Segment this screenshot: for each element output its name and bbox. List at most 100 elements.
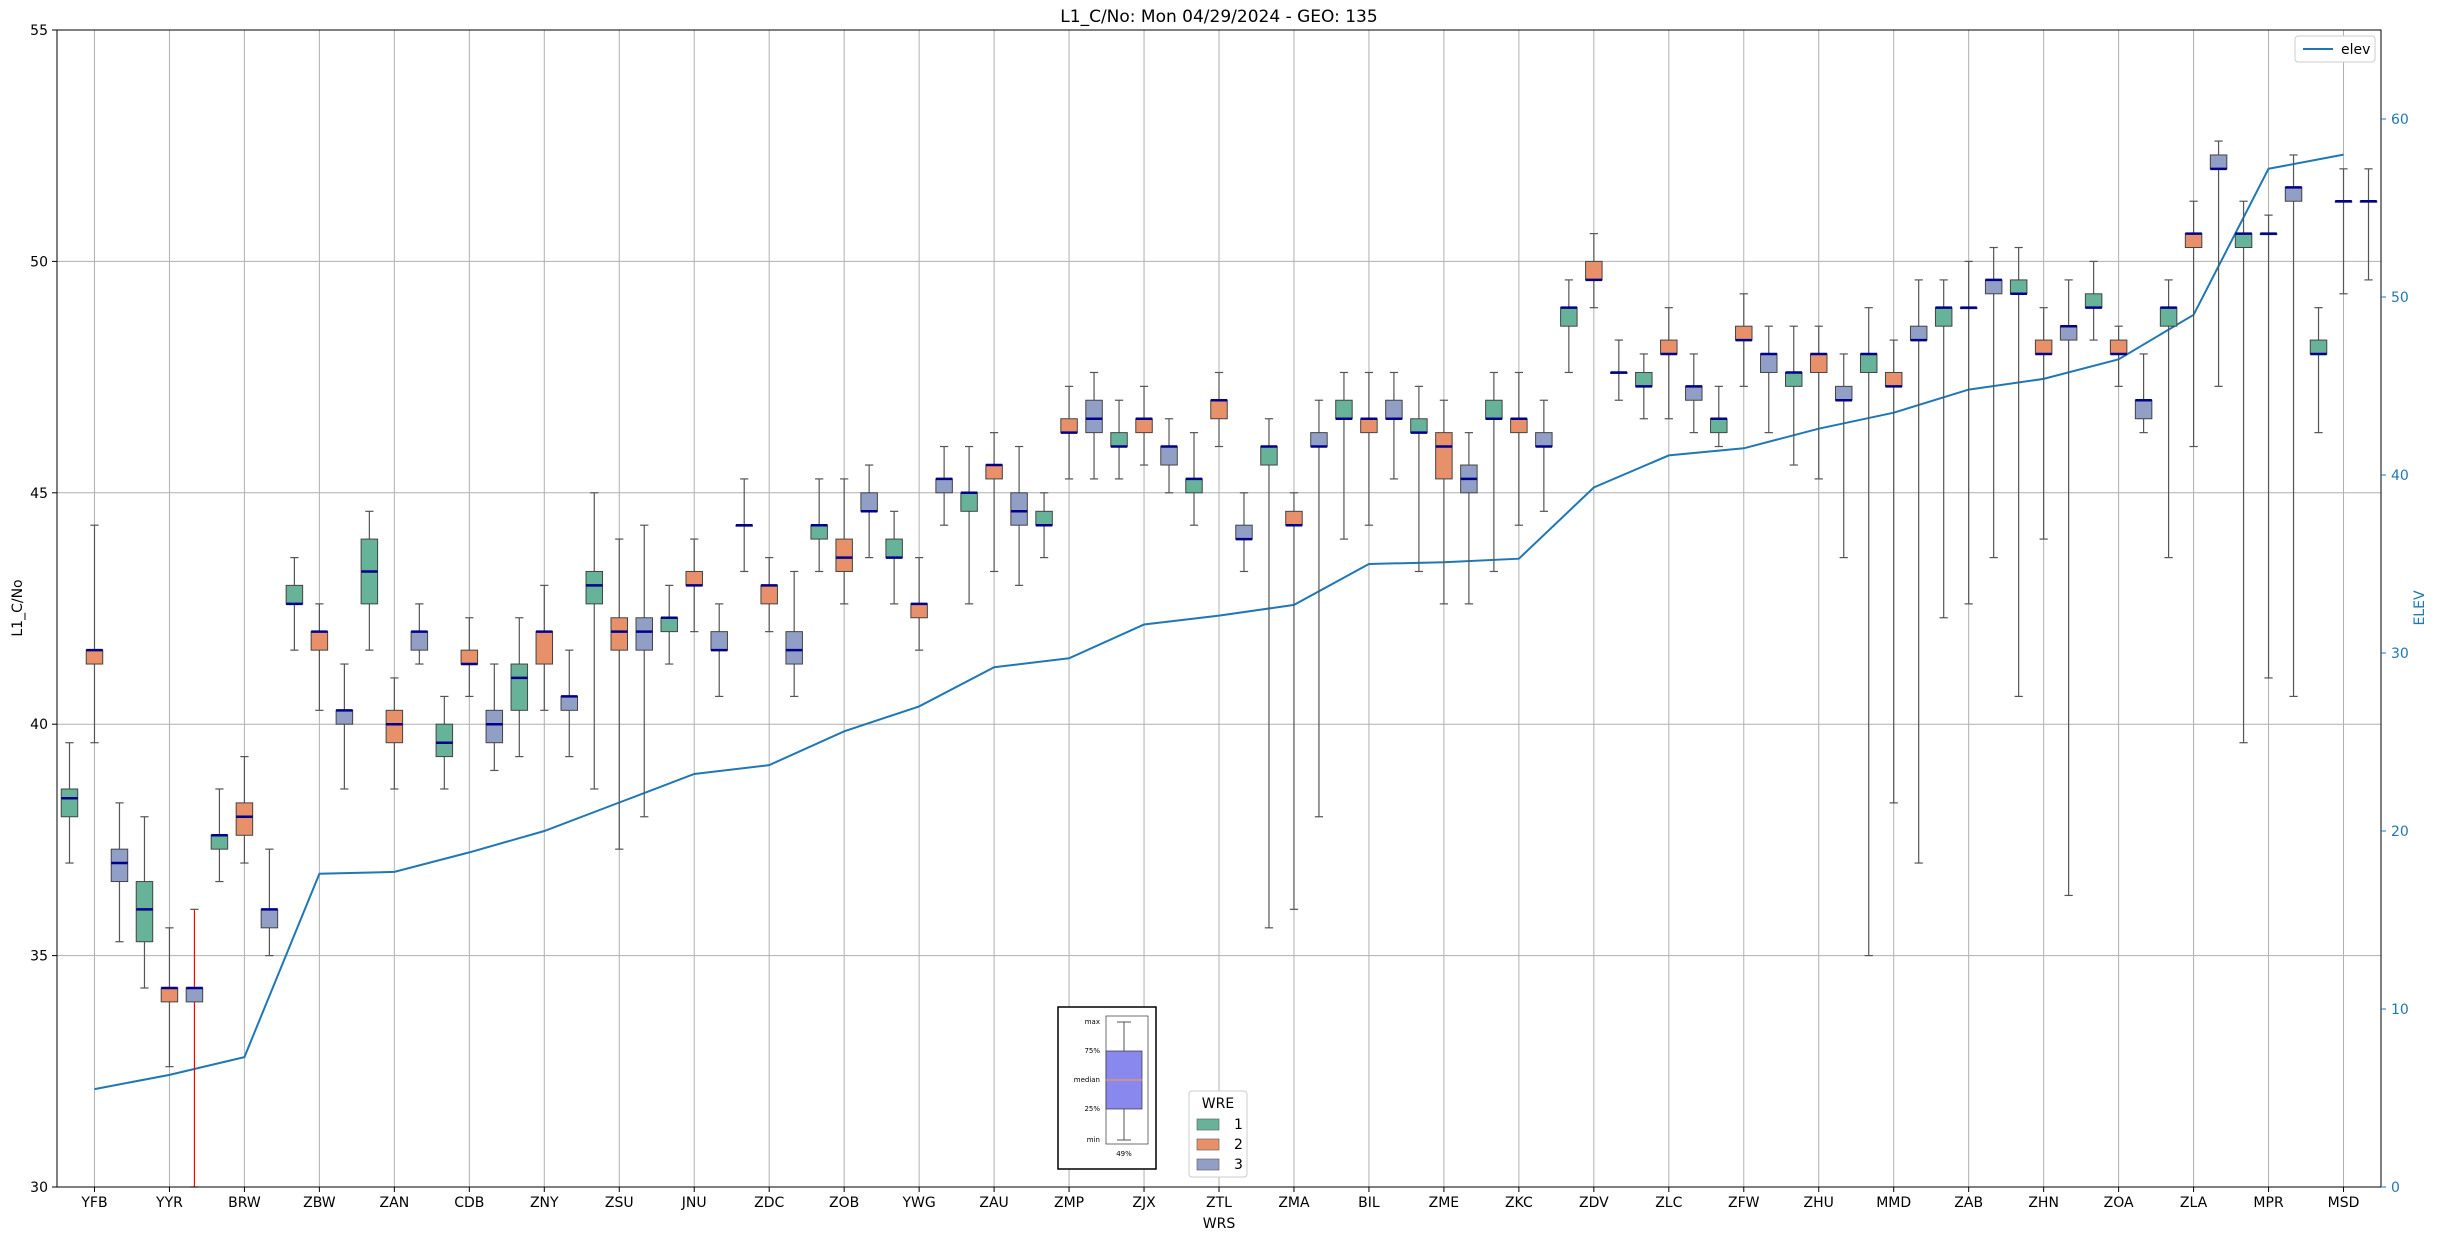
box-iqr	[685, 570, 703, 586]
box-wre3	[260, 848, 279, 957]
box-wre2	[1959, 260, 1978, 605]
x-tick-label: YWG	[902, 1195, 936, 1211]
box-wre3	[635, 524, 653, 818]
box-wre1	[1859, 307, 1878, 957]
box-wre3	[710, 603, 728, 698]
box-wre2	[160, 927, 179, 1068]
box-iqr	[1485, 399, 1503, 420]
box-iqr	[1635, 371, 1653, 387]
x-tick-label: ZDC	[754, 1195, 784, 1211]
box-wre1	[1710, 385, 1728, 448]
box-iqr	[660, 617, 678, 633]
box-wre2	[1660, 307, 1678, 420]
y-tick-label: 55	[30, 23, 48, 39]
box-iqr	[1685, 385, 1703, 401]
y-tick-label: 35	[30, 949, 48, 965]
box-iqr	[1060, 418, 1078, 434]
box-iqr	[610, 617, 629, 651]
box-iqr	[1510, 418, 1528, 434]
x-tick-label: CDB	[454, 1195, 484, 1211]
box-iqr	[1535, 432, 1553, 448]
box-iqr	[85, 649, 104, 665]
box-iqr	[1260, 446, 1278, 466]
wre-legend-label: 2	[1234, 1137, 1243, 1153]
box-wre2	[535, 584, 554, 711]
box-wre3	[1760, 325, 1778, 434]
box-wre1	[1485, 371, 1503, 573]
box-iqr	[485, 709, 504, 744]
box-wre1	[660, 584, 678, 665]
box-iqr	[235, 802, 254, 836]
box-wre1	[1335, 371, 1353, 540]
x-tick-label: MSD	[2328, 1195, 2360, 1211]
box-wre1	[1185, 432, 1203, 526]
box-wre1	[735, 478, 753, 573]
box-wre3	[185, 908, 204, 1188]
x-tick-label: ZOA	[2104, 1195, 2134, 1211]
box-iqr	[785, 631, 803, 665]
x-tick-label: ZBW	[303, 1195, 336, 1211]
box-wre3	[2059, 279, 2078, 897]
box-wre2	[1285, 492, 1303, 910]
box-wre3	[1085, 371, 1103, 480]
box-iqr	[2034, 339, 2053, 355]
box-iqr	[1984, 279, 2003, 295]
box-iqr	[1160, 446, 1178, 466]
box-iqr	[2109, 339, 2128, 355]
box-wre3	[1834, 353, 1853, 559]
box-wre2	[685, 538, 703, 633]
box-wre1	[810, 478, 828, 573]
box-wre2	[1060, 385, 1078, 480]
box-iqr	[810, 524, 828, 540]
box-iqr	[1185, 478, 1203, 494]
x-tick-label: ZFW	[1728, 1195, 1760, 1211]
box-wre1	[2309, 307, 2328, 434]
y2-tick-label: 30	[2391, 646, 2409, 662]
box-wre3	[1685, 353, 1703, 434]
box-wre3	[410, 603, 429, 665]
box-iqr	[310, 631, 329, 651]
x-tick-label: ZAU	[979, 1195, 1008, 1211]
box-iqr	[1210, 399, 1228, 420]
box-wre1	[360, 510, 379, 651]
box-iqr	[1884, 371, 1903, 387]
elev-legend-label: elev	[2341, 42, 2370, 58]
grid-lines	[57, 29, 2381, 1188]
box-wre2	[1135, 385, 1153, 466]
box-wre1	[960, 445, 978, 605]
box-wre1	[2009, 246, 2028, 698]
box-wre3	[2359, 168, 2378, 281]
wre-legend: WRE 1 2 3	[1188, 1090, 1248, 1178]
box-wre2	[460, 617, 479, 698]
box-iqr	[1585, 260, 1603, 281]
box-wre2	[1360, 371, 1378, 526]
box-iqr	[1110, 432, 1128, 448]
box-iqr	[2309, 339, 2328, 355]
box-iqr	[460, 649, 479, 665]
box-iqr	[760, 584, 778, 605]
box-wre1	[2159, 279, 2178, 559]
x-tick-label: ZTL	[1206, 1195, 1232, 1211]
box-iqr	[1360, 418, 1378, 434]
box-wre1	[1560, 279, 1578, 374]
box-wre1	[210, 788, 229, 883]
x-axis-title: WRS	[1203, 1216, 1236, 1232]
box-wre3	[1460, 432, 1478, 605]
box-iqr	[1135, 418, 1153, 434]
box-wre2	[85, 524, 104, 744]
box-iqr	[2159, 307, 2178, 327]
box-iqr	[2234, 233, 2253, 249]
box-wre2	[235, 755, 254, 864]
x-axis: YFB YYR BRW ZBW ZAN CDB ZNY ZSU JNU ZDC ZOB YWG ZAU Z…	[80, 1187, 2359, 1211]
x-tick-label: ZLA	[2180, 1195, 2208, 1211]
box-wre1	[435, 695, 454, 790]
box-series	[60, 140, 2378, 1188]
inset-label: min	[1087, 1136, 1100, 1144]
box-iqr	[285, 584, 304, 605]
box-iqr	[1310, 432, 1328, 448]
box-wre2	[1809, 325, 1828, 480]
box-iqr	[835, 538, 853, 572]
box-iqr	[1909, 325, 1928, 341]
box-iqr	[2209, 154, 2228, 170]
